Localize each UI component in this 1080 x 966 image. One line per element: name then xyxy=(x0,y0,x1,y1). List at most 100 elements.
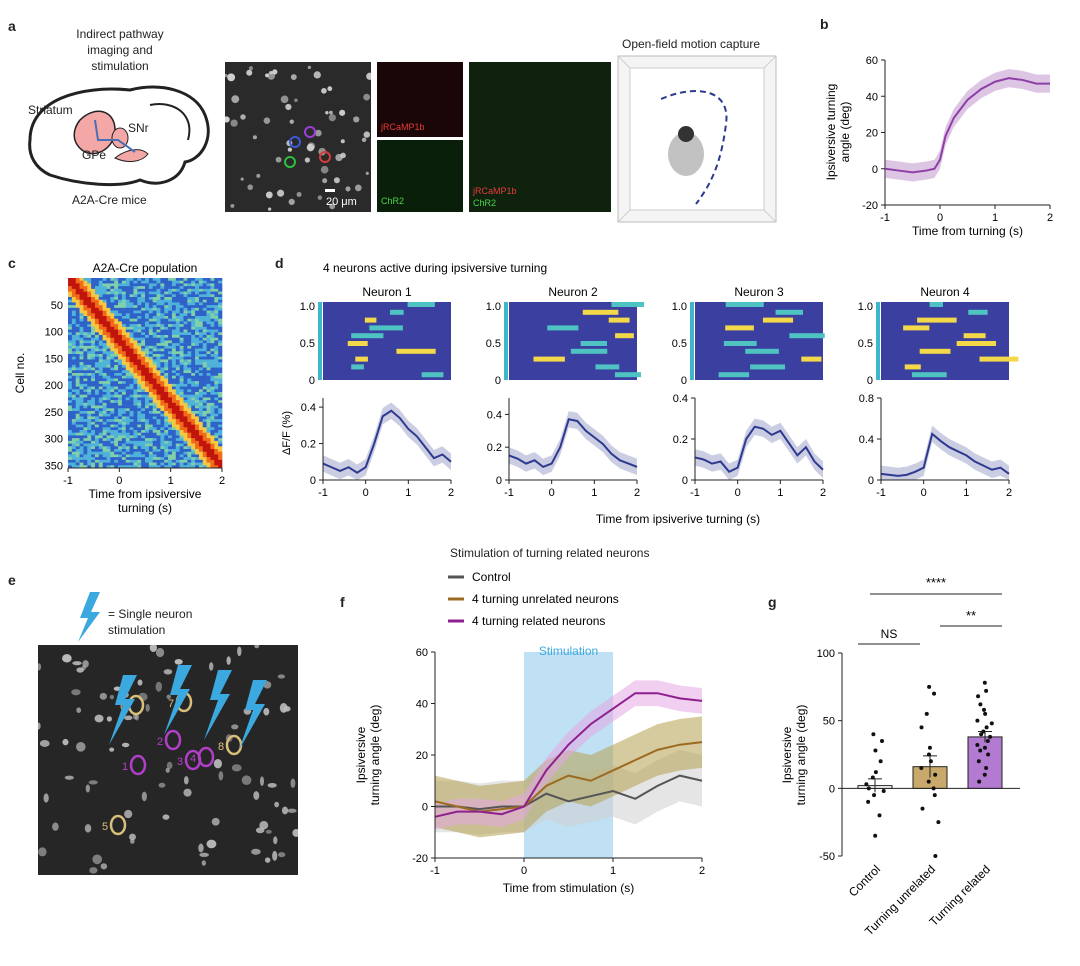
heatmap-cell xyxy=(175,340,180,344)
heatmap-cell xyxy=(152,370,157,374)
neuron-title: Neuron 2 xyxy=(548,285,598,299)
heatmap-cell xyxy=(179,329,184,333)
heatmap-cell xyxy=(125,299,130,303)
heatmap-cell xyxy=(152,348,157,352)
heatmap-cell xyxy=(218,421,223,425)
heatmap-cell xyxy=(114,288,119,292)
heatmap-cell xyxy=(164,427,169,431)
heatmap-cell xyxy=(125,297,130,301)
heatmap-cell xyxy=(164,356,169,360)
heatmap-cell xyxy=(160,386,165,390)
heatmap-cell xyxy=(145,318,150,322)
heatmap-cell xyxy=(133,291,138,295)
cell-dot xyxy=(162,814,170,820)
heatmap-cell xyxy=(145,392,150,396)
chart-f-x-tick-label: 1 xyxy=(610,865,616,877)
heatmap-cell xyxy=(156,438,161,442)
heatmap-cell xyxy=(118,454,123,458)
heatmap-cell xyxy=(71,457,76,461)
heatmap-cell xyxy=(91,432,96,436)
heatmap-cell xyxy=(218,316,223,320)
heatmap-cell xyxy=(210,416,215,420)
cell-dot xyxy=(155,681,163,692)
heatmap-cell xyxy=(187,283,192,287)
heatmap-cell xyxy=(141,286,146,290)
heatmap-cell xyxy=(118,457,123,461)
heatmap-cell xyxy=(141,457,146,461)
heatmap-cell xyxy=(133,351,138,355)
heatmap-cell xyxy=(68,286,73,290)
data-point xyxy=(975,743,980,748)
heatmap-cell xyxy=(183,457,188,461)
heatmap-cell xyxy=(121,394,127,398)
heatmap-cell xyxy=(187,408,192,412)
heatmap-cell xyxy=(156,299,161,303)
heatmap-cell xyxy=(68,432,73,436)
heatmap-cell xyxy=(152,332,157,336)
heatmap-cell xyxy=(191,383,196,387)
heatmap-cell xyxy=(121,337,127,341)
micrograph-green: ChR2 xyxy=(377,140,463,212)
heatmap-cell xyxy=(171,302,177,306)
heatmap-cell xyxy=(171,291,177,295)
heatmap-cell xyxy=(114,457,119,461)
heatmap-cell xyxy=(71,378,76,382)
heatmap-cell xyxy=(94,408,100,412)
heatmap-cell xyxy=(125,421,130,425)
heatmap-cell xyxy=(94,316,100,320)
heatmap-cell xyxy=(202,302,207,306)
heatmap-cell xyxy=(210,449,215,453)
heatmap-cell xyxy=(91,364,96,368)
heatmap-cell xyxy=(218,297,223,301)
heatmap-cell xyxy=(102,318,107,322)
heatmap-cell xyxy=(210,432,215,436)
heatmap-cell xyxy=(148,440,153,444)
heatmap-cell xyxy=(125,278,130,282)
cell-dot xyxy=(72,661,82,666)
heatmap-cell xyxy=(137,413,142,417)
heatmap-cell xyxy=(94,373,100,377)
heatmap-cell xyxy=(68,370,73,374)
heatmap-cell xyxy=(133,451,138,455)
heatmap-cell xyxy=(102,280,107,284)
heatmap-cell xyxy=(145,416,150,420)
heatmap-cell xyxy=(129,286,134,290)
heatmap-cell xyxy=(106,438,111,442)
heatmap-cell xyxy=(148,335,153,339)
heatmap-cell xyxy=(125,432,130,436)
heatmap-cell xyxy=(179,438,184,442)
heatmap-cell xyxy=(102,348,107,352)
cell-dot xyxy=(94,714,104,723)
heatmap-cell xyxy=(87,443,92,447)
heatmap-cell xyxy=(195,278,200,282)
cell-dot xyxy=(251,848,261,855)
heatmap-cell xyxy=(218,278,223,282)
heatmap-cell xyxy=(148,446,153,450)
heatmap-cell xyxy=(175,370,180,374)
heatmap-cell xyxy=(206,324,211,328)
heatmap-cell xyxy=(118,416,123,420)
heatmap-cell xyxy=(145,378,150,382)
heatmap-cell xyxy=(148,356,153,360)
heatmap-cell xyxy=(179,291,184,295)
heatmap-cell xyxy=(160,402,165,406)
neuron-trace-line xyxy=(322,409,452,474)
heatmap-cell xyxy=(94,362,100,366)
heatmap-cell xyxy=(106,381,111,385)
heatmap-cell xyxy=(171,354,177,358)
heatmap-cell xyxy=(187,421,192,425)
heatmap-cell xyxy=(83,370,88,374)
heatmap-cell xyxy=(210,345,215,349)
heatmap-cell xyxy=(83,465,88,469)
heatmap-cell xyxy=(175,291,180,295)
chart-g-y-tick-label: 100 xyxy=(817,648,835,660)
heatmap-cell xyxy=(214,313,219,317)
heatmap-cell xyxy=(160,459,165,463)
heatmap-cell xyxy=(164,337,169,341)
heatmap-cell xyxy=(183,408,188,412)
heatmap-cell xyxy=(210,321,215,325)
heatmap-cell xyxy=(102,305,107,309)
heatmap-cell xyxy=(191,364,196,368)
heatmap-cell xyxy=(121,299,127,303)
heatmap-cell xyxy=(183,302,188,306)
